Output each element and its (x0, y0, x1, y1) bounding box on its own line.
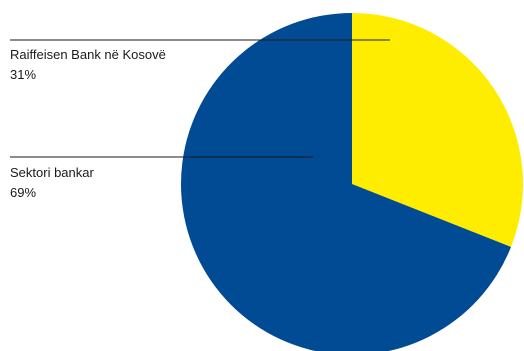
pie-slices (181, 13, 524, 351)
slice-value-sektori: 69% (10, 185, 36, 200)
pie-slice-raiffeisen-bank-n-kosov- (352, 13, 524, 247)
slice-label-sektori: Sektori bankar (10, 165, 94, 180)
pie-slice-sektori-bankar (181, 13, 511, 351)
label-group-raiffeisen: Raiffeisen Bank në Kosovë 31% (10, 39, 390, 82)
label-group-sektori: Sektori bankar 69% (10, 156, 313, 200)
slice-value-raiffeisen: 31% (10, 67, 36, 82)
slice-label-raiffeisen: Raiffeisen Bank në Kosovë (10, 47, 166, 62)
